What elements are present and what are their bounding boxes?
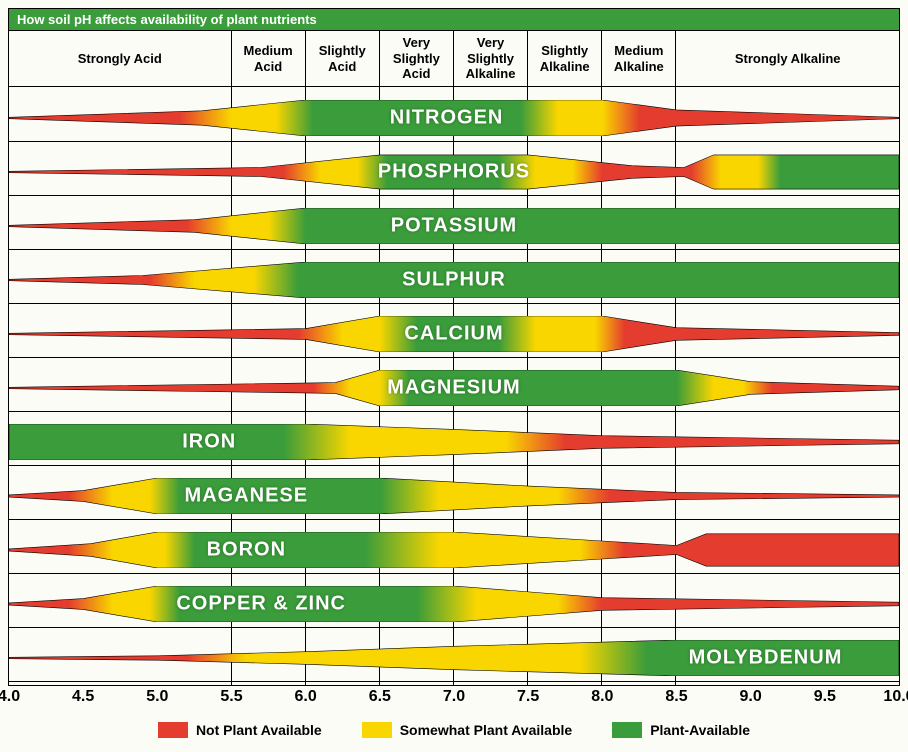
- legend-item: Somewhat Plant Available: [362, 722, 572, 738]
- nutrient-band: MOLYBDENUM: [9, 640, 899, 676]
- nutrient-band: PHOSPHORUS: [9, 154, 899, 190]
- axis-tick: 8.5: [665, 688, 687, 706]
- legend: Not Plant Available Somewhat Plant Availa…: [8, 708, 900, 744]
- nutrient-band: SULPHUR: [9, 262, 899, 298]
- header-cell: Slightly Acid: [306, 31, 380, 86]
- nutrient-label: MAGNESIUM: [387, 377, 520, 400]
- axis-tick: 8.0: [591, 688, 613, 706]
- nutrient-label: COPPER & ZINC: [176, 593, 346, 616]
- axis-tick: 10.0: [883, 688, 908, 706]
- header-cell: Strongly Alkaline: [676, 31, 899, 86]
- axis-tick: 4.5: [72, 688, 94, 706]
- header-cell: Slightly Alkaline: [528, 31, 602, 86]
- legend-item: Not Plant Available: [158, 722, 322, 738]
- nutrient-label: CALCIUM: [404, 323, 503, 346]
- header-cell: Very Slightly Acid: [380, 31, 454, 86]
- nutrient-bands: NITROGEN PHOSPHORUS POTASSIUM SULPHUR CALCIU…: [9, 87, 899, 685]
- header-row: Strongly AcidMedium AcidSlightly AcidVer…: [9, 31, 899, 87]
- nutrient-band: COPPER & ZINC: [9, 586, 899, 622]
- header-cell: Medium Acid: [232, 31, 306, 86]
- axis-tick: 9.5: [814, 688, 836, 706]
- axis-tick: 7.0: [443, 688, 465, 706]
- nutrient-label: MAGANESE: [185, 485, 309, 508]
- axis-tick: 5.5: [220, 688, 242, 706]
- nutrient-band: MAGNESIUM: [9, 370, 899, 406]
- axis-tick: 6.5: [369, 688, 391, 706]
- axis-tick: 6.0: [295, 688, 317, 706]
- nutrient-label: MOLYBDENUM: [689, 647, 843, 670]
- nutrient-band: BORON: [9, 532, 899, 568]
- nutrient-label: SULPHUR: [402, 269, 506, 292]
- legend-item: Plant-Available: [612, 722, 750, 738]
- header-cell: Very Slightly Alkaline: [454, 31, 528, 86]
- axis-tick: 7.5: [517, 688, 539, 706]
- nutrient-label: NITROGEN: [390, 107, 504, 130]
- nutrient-label: PHOSPHORUS: [378, 161, 530, 184]
- soil-ph-chart: How soil pH affects availability of plan…: [8, 8, 900, 686]
- nutrient-band: POTASSIUM: [9, 208, 899, 244]
- nutrient-band: NITROGEN: [9, 100, 899, 136]
- nutrient-band: IRON: [9, 424, 899, 460]
- chart-title: How soil pH affects availability of plan…: [9, 9, 899, 31]
- plot-area: NITROGEN PHOSPHORUS POTASSIUM SULPHUR CALCIU…: [9, 87, 899, 685]
- nutrient-label: POTASSIUM: [391, 215, 517, 238]
- axis-tick: 9.0: [740, 688, 762, 706]
- header-cell: Strongly Acid: [9, 31, 232, 86]
- nutrient-label: BORON: [207, 539, 286, 562]
- nutrient-label: IRON: [182, 431, 236, 454]
- axis-tick: 5.0: [146, 688, 168, 706]
- nutrient-band: MAGANESE: [9, 478, 899, 514]
- x-axis: 4.04.55.05.56.06.57.07.58.08.59.09.510.0: [8, 686, 900, 708]
- axis-tick: 4.0: [0, 688, 20, 706]
- header-cell: Medium Alkaline: [602, 31, 676, 86]
- nutrient-band: CALCIUM: [9, 316, 899, 352]
